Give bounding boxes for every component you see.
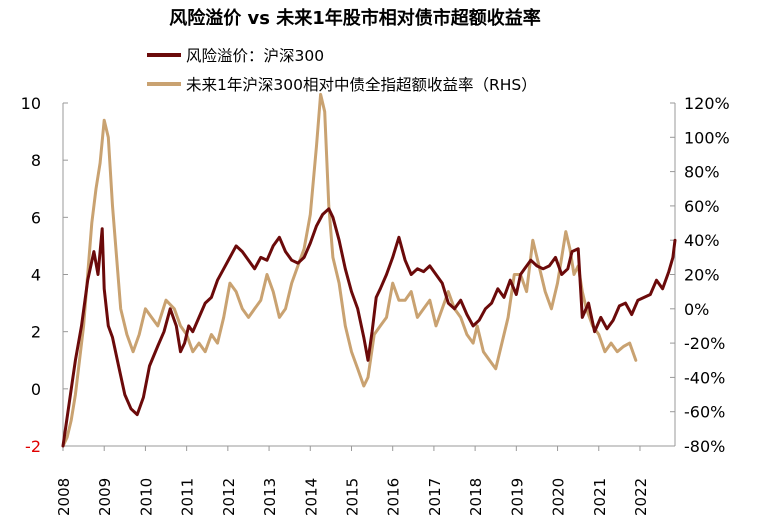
right-tick-label: 20%: [684, 266, 720, 285]
x-tick-label: 2016: [385, 478, 403, 516]
axes: -2 0 2 4 6 8 10 -80% -60% -40% -20% 0% 20% 40% 60% 80% 1…: [21, 94, 730, 516]
chart-title: 风险溢价 vs 未来1年股市相对债市超额收益率: [169, 7, 541, 29]
right-tick-label: 60%: [684, 197, 720, 216]
right-tick-label: 100%: [684, 128, 730, 147]
x-tick-label: 2014: [302, 478, 320, 516]
legend: 风险溢价：沪深300 未来1年沪深300相对中债全指超额收益率（RHS）: [147, 47, 537, 94]
series-layer: [61, 92, 677, 448]
x-tick-label: 2019: [508, 478, 526, 516]
right-tick-label: -80%: [684, 437, 725, 456]
left-tick-label: 0: [31, 380, 41, 399]
x-tick-label: 2021: [591, 478, 609, 516]
left-tick-label: 10: [21, 94, 41, 113]
x-tick-label: 2020: [550, 478, 568, 516]
right-tick-label: -40%: [684, 368, 725, 387]
left-tick-label: 6: [31, 208, 41, 227]
right-tick-label: 120%: [684, 94, 730, 113]
right-tick-label: 0%: [684, 300, 709, 319]
x-tick-label: 2022: [632, 478, 650, 516]
x-tick-label: 2011: [179, 478, 197, 516]
x-tick-label: 2013: [261, 478, 279, 516]
right-tick-label: -60%: [684, 403, 725, 422]
legend-label-risk-premium: 风险溢价：沪深300: [186, 47, 324, 65]
left-tick-label: 2: [31, 323, 41, 342]
x-tick-label: 2009: [96, 478, 114, 516]
x-tick-label: 2015: [343, 478, 361, 516]
series-line-excess-return: [61, 92, 638, 448]
left-tick-label: 4: [31, 266, 41, 285]
x-tick-label: 2008: [55, 478, 73, 516]
x-tick-label: 2010: [137, 478, 155, 516]
right-tick-label: 80%: [684, 163, 720, 182]
left-tick-label: -2: [25, 437, 41, 456]
series-line-risk-premium: [61, 207, 677, 448]
x-tick-label: 2018: [467, 478, 485, 516]
x-tick-label: 2017: [426, 478, 444, 516]
right-tick-label: -20%: [684, 334, 725, 353]
right-tick-label: 40%: [684, 231, 720, 250]
legend-label-excess-return: 未来1年沪深300相对中债全指超额收益率（RHS）: [186, 76, 537, 94]
x-tick-label: 2012: [220, 478, 238, 516]
left-tick-label: 8: [31, 151, 41, 170]
